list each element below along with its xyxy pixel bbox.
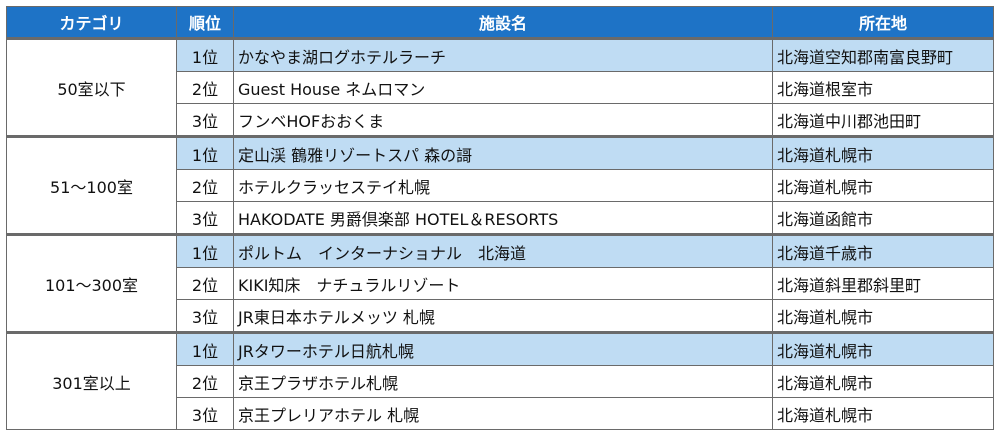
facility-cell: ホテルクラッセステイ札幌	[233, 169, 773, 202]
rank-cell: 2位	[176, 71, 234, 104]
rank-cell: 3位	[176, 299, 234, 333]
rank-cell: 2位	[176, 365, 234, 398]
category-cell: 101～300室	[6, 234, 177, 333]
facility-cell: KIKI知床 ナチュラルリゾート	[233, 267, 773, 300]
rank-cell: 1位	[176, 332, 234, 366]
table-row: 51～100室 1位 定山渓 鶴雅リゾートスパ 森の謌 北海道札幌市	[6, 136, 994, 235]
table-row: 3位 フンベHOFおおくま 北海道中川郡池田町	[7, 103, 994, 137]
header-location: 所在地	[772, 6, 994, 39]
facility-cell: 京王プラザホテル札幌	[233, 365, 773, 398]
table-row: 2位 KIKI知床 ナチュラルリゾート 北海道斜里郡斜里町	[7, 267, 994, 300]
table-row: 101～300室 1位 ポルトム インターナショナル 北海道 北海道千歳市	[6, 234, 994, 333]
rank-cell: 2位	[176, 267, 234, 300]
table-row: 50室以下 1位 かなやま湖ログホテルラーチ 北海道空知郡南富良野町	[6, 38, 994, 137]
facility-cell: かなやま湖ログホテルラーチ	[233, 38, 773, 72]
location-cell: 北海道札幌市	[772, 136, 994, 170]
location-cell: 北海道根室市	[772, 71, 994, 104]
location-cell: 北海道札幌市	[772, 169, 994, 202]
header-rank: 順位	[176, 6, 234, 39]
facility-cell: JR東日本ホテルメッツ 札幌	[233, 299, 773, 333]
location-cell: 北海道函館市	[772, 201, 994, 235]
table-row: 301室以上 1位 JRタワーホテル日航札幌 北海道札幌市	[6, 332, 994, 430]
category-cell: 51～100室	[6, 136, 177, 235]
rank-cell: 3位	[176, 201, 234, 235]
location-cell: 北海道空知郡南富良野町	[772, 38, 994, 72]
ranking-table-container: カテゴリ 順位 施設名 所在地 50室以下 1位 かなやま湖ログホテルラーチ 北…	[6, 6, 994, 430]
location-cell: 北海道斜里郡斜里町	[772, 267, 994, 300]
facility-cell: ポルトム インターナショナル 北海道	[233, 234, 773, 268]
rank-cell: 2位	[176, 169, 234, 202]
group-301-or-more: 301室以上 1位 JRタワーホテル日航札幌 北海道札幌市 2位 京王プラザホテ…	[6, 332, 994, 430]
group-50-or-less: 50室以下 1位 かなやま湖ログホテルラーチ 北海道空知郡南富良野町 2位 Gu…	[6, 38, 994, 137]
table-row: 3位 HAKODATE 男爵倶楽部 HOTEL＆RESORTS 北海道函館市	[7, 201, 994, 235]
rank-cell: 1位	[176, 136, 234, 170]
location-cell: 北海道千歳市	[772, 234, 994, 268]
header-facility: 施設名	[233, 6, 773, 39]
table-header-row: カテゴリ 順位 施設名 所在地	[6, 6, 994, 39]
rank-cell: 1位	[176, 234, 234, 268]
rank-cell: 3位	[176, 103, 234, 137]
facility-cell: HAKODATE 男爵倶楽部 HOTEL＆RESORTS	[233, 201, 773, 235]
table-row: 3位 京王プレリアホテル 札幌 北海道札幌市	[7, 397, 994, 430]
table-row: 2位 ホテルクラッセステイ札幌 北海道札幌市	[7, 169, 994, 202]
facility-cell: 京王プレリアホテル 札幌	[233, 397, 773, 430]
group-51-100: 51～100室 1位 定山渓 鶴雅リゾートスパ 森の謌 北海道札幌市 2位 ホテ…	[6, 136, 994, 235]
category-cell: 50室以下	[6, 38, 177, 137]
group-101-300: 101～300室 1位 ポルトム インターナショナル 北海道 北海道千歳市 2位…	[6, 234, 994, 333]
category-cell: 301室以上	[6, 332, 177, 430]
location-cell: 北海道札幌市	[772, 299, 994, 333]
location-cell: 北海道札幌市	[772, 397, 994, 430]
facility-cell: JRタワーホテル日航札幌	[233, 332, 773, 366]
location-cell: 北海道中川郡池田町	[772, 103, 994, 137]
facility-cell: フンベHOFおおくま	[233, 103, 773, 137]
ranking-table: カテゴリ 順位 施設名 所在地 50室以下 1位 かなやま湖ログホテルラーチ 北…	[6, 6, 994, 430]
facility-cell: Guest House ネムロマン	[233, 71, 773, 104]
header-category: カテゴリ	[6, 6, 177, 39]
table-row: 2位 京王プラザホテル札幌 北海道札幌市	[7, 365, 994, 398]
rank-cell: 3位	[176, 397, 234, 430]
table-row: 2位 Guest House ネムロマン 北海道根室市	[7, 71, 994, 104]
location-cell: 北海道札幌市	[772, 365, 994, 398]
facility-cell: 定山渓 鶴雅リゾートスパ 森の謌	[233, 136, 773, 170]
rank-cell: 1位	[176, 38, 234, 72]
location-cell: 北海道札幌市	[772, 332, 994, 366]
